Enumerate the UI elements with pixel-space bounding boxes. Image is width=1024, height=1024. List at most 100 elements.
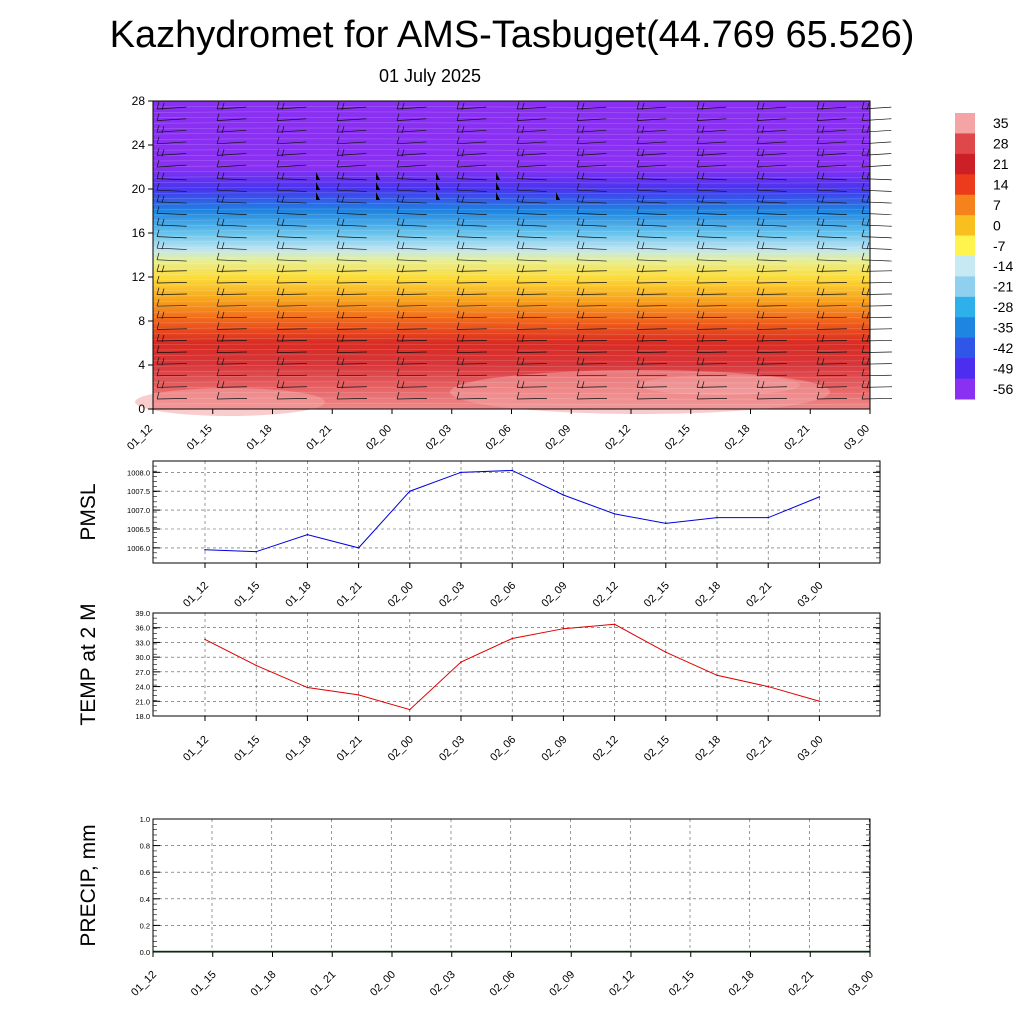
wind-barb-feather	[581, 172, 585, 180]
wind-barb	[456, 351, 487, 353]
wind-barb-feather	[156, 391, 160, 400]
x-tick-label: 02_06	[484, 423, 514, 453]
x-tick-label: 02_21	[744, 734, 774, 764]
wind-barb	[156, 328, 187, 330]
data-point	[460, 471, 462, 474]
wind-barb-feather	[581, 242, 585, 250]
wind-barb	[336, 189, 367, 192]
wind-barb-feather	[156, 194, 160, 202]
wind-barb-feather	[396, 183, 400, 191]
wind-barb	[816, 213, 847, 216]
wind-barb	[516, 106, 547, 110]
wind-barb	[636, 328, 667, 330]
y-tick-label: 8	[138, 314, 145, 328]
wind-barb-feather	[816, 368, 820, 376]
x-tick-label: 02_09	[539, 734, 569, 764]
wind-barb-feather	[516, 217, 520, 226]
wind-barb-feather	[156, 101, 160, 110]
wind-barb-feather	[861, 299, 865, 307]
wind-barb-feather	[276, 264, 280, 272]
wind-barb	[816, 305, 847, 307]
wind-barb-feather	[161, 242, 165, 250]
y-tick-label: 1007.5	[127, 487, 150, 496]
data-point	[511, 637, 513, 640]
y-tick-label: 0	[138, 402, 145, 416]
wind-pennant	[376, 192, 380, 200]
wind-barb	[696, 328, 727, 330]
wind-barb	[276, 189, 307, 192]
temperature-field	[153, 101, 870, 409]
wind-barb-feather	[401, 126, 405, 134]
wind-barb-feather	[341, 149, 345, 157]
wind-barb-feather	[756, 333, 760, 342]
wind-barb-feather	[636, 217, 640, 226]
colorbar-label: -14	[993, 258, 1013, 274]
wind-barb-feather	[341, 172, 345, 180]
colorbar-label: 14	[993, 177, 1009, 193]
wind-barb-feather	[156, 333, 160, 342]
wind-barb-feather	[156, 136, 160, 144]
wind-barb-feather	[456, 183, 460, 191]
wind-barb-feather	[696, 171, 700, 179]
wind-barb-feather	[866, 149, 870, 157]
y-axis-title: PRECIP, mm	[77, 824, 100, 946]
wind-barb	[516, 236, 547, 239]
wind-barb	[861, 213, 892, 216]
wind-barb-feather	[761, 172, 765, 180]
wind-barb-feather	[701, 265, 705, 273]
wind-barb-feather	[341, 218, 345, 227]
wind-barb	[636, 398, 667, 400]
y-tick-label: 4	[138, 358, 145, 372]
data-point	[306, 686, 309, 689]
wind-barb-feather	[461, 265, 465, 273]
data-point	[562, 494, 565, 496]
wind-barb	[516, 189, 547, 192]
wind-barb-feather	[761, 195, 765, 203]
wind-barb-feather	[216, 101, 220, 110]
wind-barb	[156, 153, 187, 156]
wind-barb-feather	[696, 148, 700, 156]
wind-barb	[516, 398, 547, 400]
wind-barb-feather	[761, 149, 765, 157]
wind-barb-feather	[861, 148, 865, 156]
wind-barb-feather	[461, 102, 465, 111]
wind-barb-feather	[761, 358, 765, 366]
wind-barb-feather	[336, 217, 340, 226]
data-point	[409, 708, 411, 711]
wind-barb-feather	[521, 195, 525, 203]
wind-barb-feather	[396, 287, 400, 295]
wind-barb-feather	[576, 113, 580, 121]
wind-barb-feather	[641, 242, 645, 250]
wind-barb-feather	[701, 149, 705, 157]
wind-barb	[276, 282, 307, 284]
wind-barb-feather	[821, 311, 825, 319]
wind-barb-feather	[816, 391, 820, 400]
wind-barb	[861, 189, 892, 192]
colorbar-label: -42	[993, 340, 1013, 356]
x-tick-label: 01_12	[125, 423, 155, 453]
wind-barb-feather	[336, 241, 340, 249]
chart-subtitle: 01 July 2025	[378, 66, 482, 86]
data-point	[818, 496, 821, 498]
wind-barb	[276, 398, 307, 400]
wind-barb-feather	[221, 334, 225, 343]
wind-barb-feather	[761, 242, 765, 250]
wind-barb-feather	[516, 368, 520, 376]
x-tick-label: 02_03	[437, 734, 467, 764]
wind-barb-feather	[641, 172, 645, 180]
wind-barb-feather	[636, 299, 640, 307]
wind-barb-feather	[516, 159, 520, 168]
x-tick-label: 02_06	[488, 969, 518, 999]
wind-barb-feather	[461, 149, 465, 157]
wind-barb	[636, 141, 667, 145]
wind-barb	[396, 141, 427, 145]
y-tick-label: 18.0	[135, 712, 150, 721]
colorbar-segment	[955, 317, 975, 339]
wind-barb-feather	[816, 252, 820, 260]
y-tick-label: 20	[132, 182, 146, 196]
wind-barb	[861, 351, 892, 353]
wind-barb-feather	[396, 113, 400, 121]
colorbar-segment	[955, 194, 975, 216]
wind-barb	[396, 328, 427, 330]
wind-barb	[861, 141, 892, 145]
